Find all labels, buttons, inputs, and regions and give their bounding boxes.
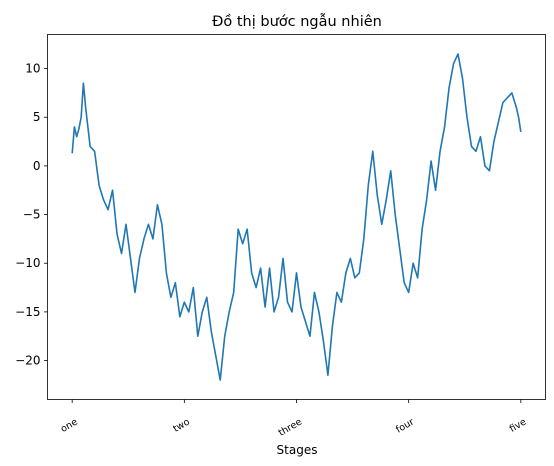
plot-area: −20 −15 −10 −5 0 5 10 one two three four five — [15, 34, 546, 439]
y-tick-label: 5 — [33, 110, 41, 124]
y-tick-label: −10 — [15, 256, 40, 270]
series-lines — [71, 53, 522, 381]
x-tick-label: five — [508, 416, 529, 434]
chart-title: Đồ thị bước ngẫu nhiên — [212, 13, 382, 30]
y-tick-label: −5 — [23, 208, 41, 222]
y-tick-label: −15 — [15, 305, 40, 319]
plot-frame — [47, 34, 546, 400]
x-axis-label: Stages — [277, 443, 318, 457]
y-axis: −20 −15 −10 −5 0 5 10 — [15, 62, 48, 368]
y-tick-label: 0 — [33, 159, 41, 173]
x-tick-label: two — [171, 416, 192, 434]
x-tick-label: three — [277, 416, 304, 438]
series-line — [71, 53, 522, 381]
x-tick-label: four — [394, 417, 416, 436]
x-tick-label: one — [59, 416, 80, 434]
x-axis: one two three four five — [59, 399, 529, 439]
y-tick-label: 10 — [25, 62, 40, 76]
y-tick-label: −20 — [15, 354, 40, 368]
